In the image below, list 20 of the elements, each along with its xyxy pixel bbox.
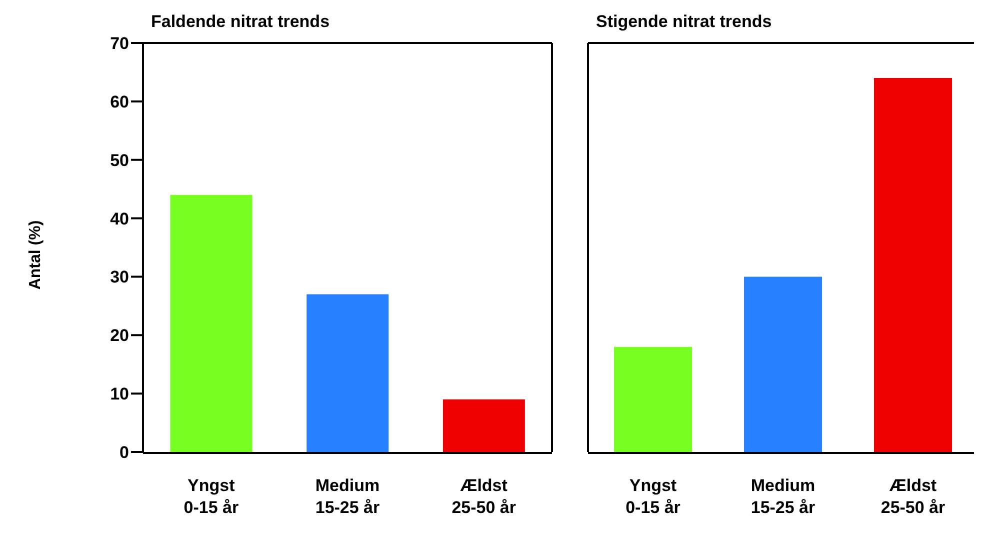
x-tick-label: Yngst 0-15 år: [184, 476, 239, 517]
y-tick-label: 0: [120, 443, 129, 462]
bar: [442, 399, 525, 452]
y-tick-label: 40: [110, 209, 129, 228]
bar: [306, 294, 389, 452]
y-tick-label: 30: [110, 268, 129, 287]
y-tick-label: 20: [110, 326, 129, 346]
y-axis-title: Antal (%): [27, 220, 45, 290]
y-tick-label: 50: [110, 150, 129, 170]
y-tick-label: 10: [110, 384, 129, 404]
x-tick-label: Yngst 0-15 år: [626, 476, 681, 517]
x-tick-label: Medium 15-25 år: [315, 476, 380, 517]
x-tick-label: Ældst 25-50 år: [880, 476, 946, 517]
y-tick-label: 70: [110, 34, 129, 54]
chart-title: Faldende nitrat trends: [151, 12, 330, 32]
y-tick-label: 60: [110, 92, 129, 112]
x-tick-label: Medium 15-25 år: [750, 476, 816, 517]
bar: [170, 194, 252, 452]
chart-title: Stigende nitrat trends: [596, 12, 772, 32]
x-tick-label: Ældst 25-50 år: [452, 476, 516, 517]
